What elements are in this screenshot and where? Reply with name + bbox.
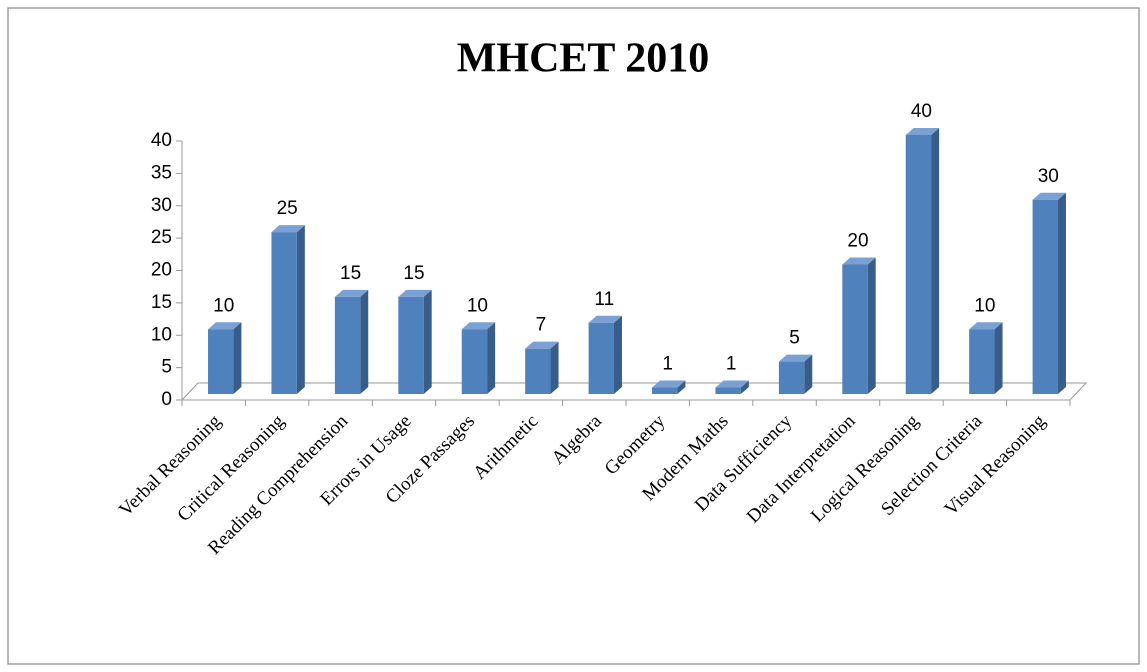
data-label: 5 <box>789 328 800 349</box>
data-label: 30 <box>1038 166 1059 187</box>
bar-top <box>398 289 432 297</box>
bar-side <box>233 322 242 394</box>
bar-top <box>525 341 559 349</box>
bar <box>398 296 424 394</box>
bar-top <box>271 225 305 233</box>
bar <box>652 387 678 394</box>
data-label: 15 <box>340 263 361 284</box>
y-tick-label: 40 <box>151 130 172 151</box>
bar <box>778 361 805 394</box>
data-label: 20 <box>847 231 868 252</box>
data-label: 15 <box>403 263 424 284</box>
bar <box>334 296 361 394</box>
data-label: 40 <box>911 101 932 122</box>
bar-side <box>740 380 749 394</box>
y-tick-label: 20 <box>151 260 172 281</box>
bar-side <box>1057 192 1066 394</box>
y-tick-label: 5 <box>161 357 172 378</box>
bar <box>1032 199 1058 394</box>
bar-top <box>969 322 1003 330</box>
bar <box>208 329 234 394</box>
bar-top <box>778 354 813 362</box>
floor <box>180 382 1088 401</box>
bar-side <box>804 354 813 394</box>
y-tick-label: 30 <box>151 195 172 216</box>
bar-top <box>334 289 369 297</box>
bar-side <box>931 128 940 394</box>
bar-top <box>842 257 876 265</box>
bar-top <box>652 380 686 388</box>
bar <box>461 329 488 394</box>
bar-side <box>994 322 1003 394</box>
y-tick-label: 0 <box>161 389 172 410</box>
bar-side <box>550 341 559 394</box>
bar <box>588 322 614 394</box>
data-label: 25 <box>277 198 298 219</box>
bar-top <box>208 322 242 330</box>
data-label: 10 <box>974 295 995 316</box>
bar <box>905 135 932 394</box>
bar-side <box>360 289 369 394</box>
data-label: 7 <box>536 315 547 336</box>
bar <box>969 329 995 394</box>
bar-side <box>487 322 496 394</box>
chart-border <box>7 7 1140 665</box>
bar-side <box>677 380 686 394</box>
y-tick-label: 15 <box>151 292 172 313</box>
bar-side <box>296 225 305 394</box>
chart-title: MHCET 2010 <box>457 36 709 82</box>
bar <box>715 387 741 394</box>
bar <box>271 232 297 394</box>
y-tick-label: 35 <box>151 162 172 183</box>
bar-top <box>715 380 749 388</box>
y-tick-label: 10 <box>151 324 172 345</box>
data-label: 1 <box>726 354 737 375</box>
data-label: 10 <box>467 295 488 316</box>
bar-side <box>423 289 432 394</box>
data-label: 1 <box>662 354 673 375</box>
bar-top <box>588 315 622 323</box>
bar-top <box>1032 192 1066 200</box>
data-label: 10 <box>213 295 234 316</box>
bar-side <box>613 315 622 394</box>
bar-top <box>461 322 496 330</box>
bar-side <box>867 257 876 394</box>
bar <box>525 348 551 394</box>
bar-top <box>905 128 940 135</box>
data-label: 11 <box>594 289 614 310</box>
bar <box>842 264 868 394</box>
y-tick-label: 25 <box>151 227 172 248</box>
